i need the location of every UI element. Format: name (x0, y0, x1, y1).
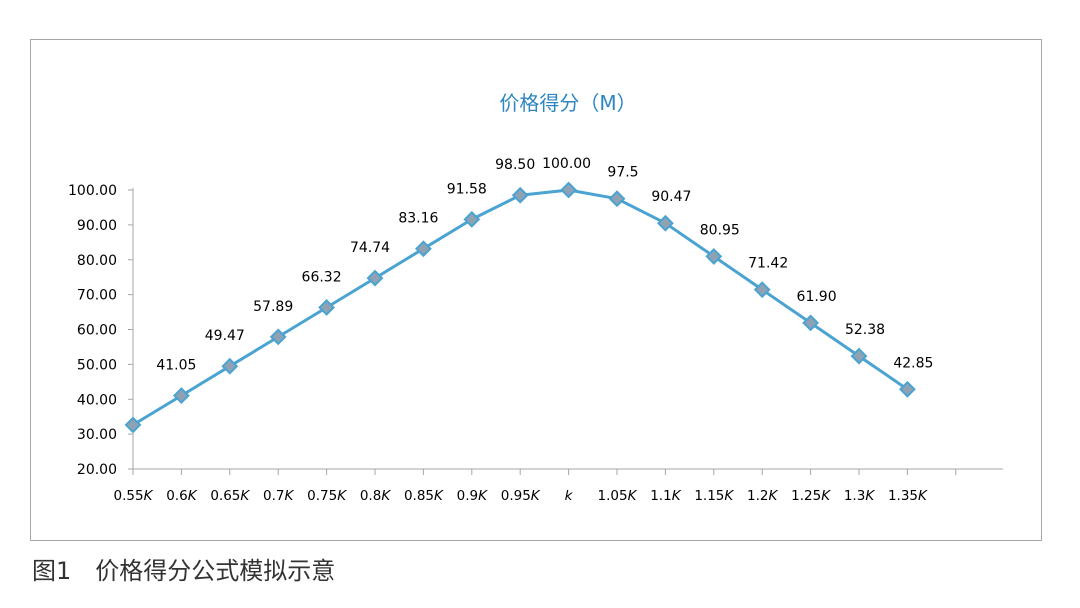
x-tick-label: 0.6K (166, 488, 197, 504)
data-point-marker (560, 181, 578, 199)
y-tick-label: 70.00 (77, 288, 117, 304)
data-point-marker (269, 328, 287, 346)
series-line (132, 188, 909, 427)
data-point-marker (705, 248, 723, 265)
y-tick-label: 50.00 (77, 357, 117, 373)
data-label: 49.47 (205, 328, 245, 344)
data-point-marker (221, 357, 239, 375)
x-tick-label: 0.7K (263, 488, 294, 504)
data-label: 83.16 (398, 211, 438, 227)
y-tick-label: 80.00 (77, 253, 117, 269)
data-label: 42.85 (893, 355, 933, 371)
x-tick-label: 1.1K (650, 488, 681, 504)
x-tick-label: 1.25K (791, 488, 831, 504)
x-tick-label: 1.3K (844, 488, 875, 504)
data-label: 91.58 (447, 181, 487, 197)
data-point-marker (898, 380, 916, 398)
data-point-marker (366, 269, 384, 287)
y-tick-label: 40.00 (77, 392, 117, 408)
data-label: 80.95 (700, 222, 740, 238)
data-label: 41.05 (156, 358, 196, 374)
data-label: 66.32 (302, 269, 342, 285)
chart-frame: 价格得分（M） 20.00 30.00 40.00 50.00 60.00 70.00 80… (30, 39, 1042, 541)
data-point-marker (414, 240, 432, 258)
data-point-marker (608, 190, 626, 208)
data-label: 52.38 (845, 322, 885, 338)
x-tick-label: 1.05K (598, 488, 638, 504)
y-tick-label: 30.00 (77, 427, 117, 443)
x-tick-label: 1.2K (747, 488, 778, 504)
y-tick-label: 60.00 (77, 323, 117, 339)
data-point-marker (172, 387, 190, 405)
chart-title: 价格得分（M） (499, 91, 636, 115)
y-tick-label: 20.00 (77, 462, 117, 478)
data-point-marker (124, 416, 142, 434)
data-label: 71.42 (748, 256, 788, 272)
data-label: 61.90 (797, 289, 837, 305)
data-label: 100.00 (542, 156, 591, 172)
line-chart: 价格得分（M） 20.00 30.00 40.00 50.00 60.00 70.00 80… (68, 91, 1003, 504)
data-label: 57.89 (253, 299, 293, 315)
y-tick-label: 90.00 (77, 218, 117, 234)
data-point-marker (850, 347, 868, 365)
x-tick-label: 1.35K (888, 488, 928, 504)
x-tick-label: 0.55K (114, 488, 154, 504)
data-point-marker (656, 214, 674, 232)
data-label: 98.50 (495, 157, 535, 173)
x-tick-label: 0.95K (501, 488, 541, 504)
x-tick-label: 0.8K (360, 488, 391, 504)
figure-caption: 图1 价格得分公式模拟示意 (32, 557, 336, 585)
x-tick-label: 0.9K (457, 488, 488, 504)
x-tick-label: 0.85K (404, 488, 444, 504)
data-point-marker (463, 210, 481, 228)
data-point-marker (802, 314, 820, 332)
data-label: 97.5 (607, 165, 638, 181)
data-label: 90.47 (651, 189, 691, 205)
data-label: 74.74 (350, 240, 390, 256)
data-point-marker (753, 281, 771, 299)
x-tick-label: 1.15K (694, 488, 734, 504)
data-point-marker (318, 299, 336, 316)
y-tick-label: 100.00 (68, 183, 117, 199)
x-tick-label: 0.65K (210, 488, 250, 504)
x-tick-label: 0.75K (307, 488, 347, 504)
x-tick-label: k (565, 488, 574, 504)
data-point-marker (511, 186, 529, 204)
